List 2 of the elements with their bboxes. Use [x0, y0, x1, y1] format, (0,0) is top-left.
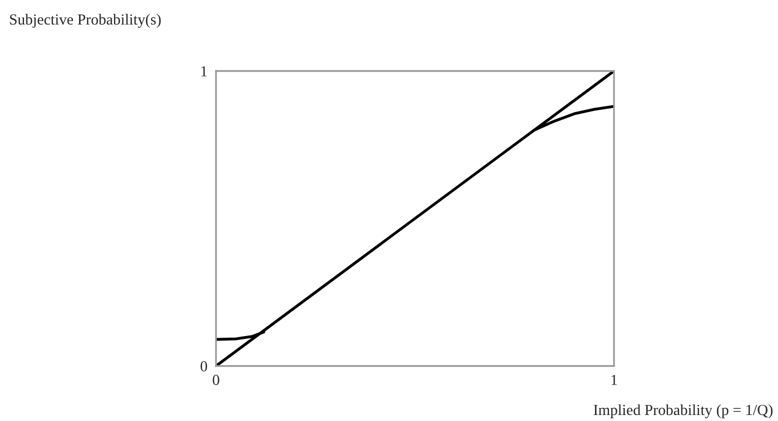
y-axis-title: Subjective Probability(s) — [10, 14, 161, 28]
x-axis-title: Implied Probability (p = 1/Q) — [594, 404, 773, 418]
